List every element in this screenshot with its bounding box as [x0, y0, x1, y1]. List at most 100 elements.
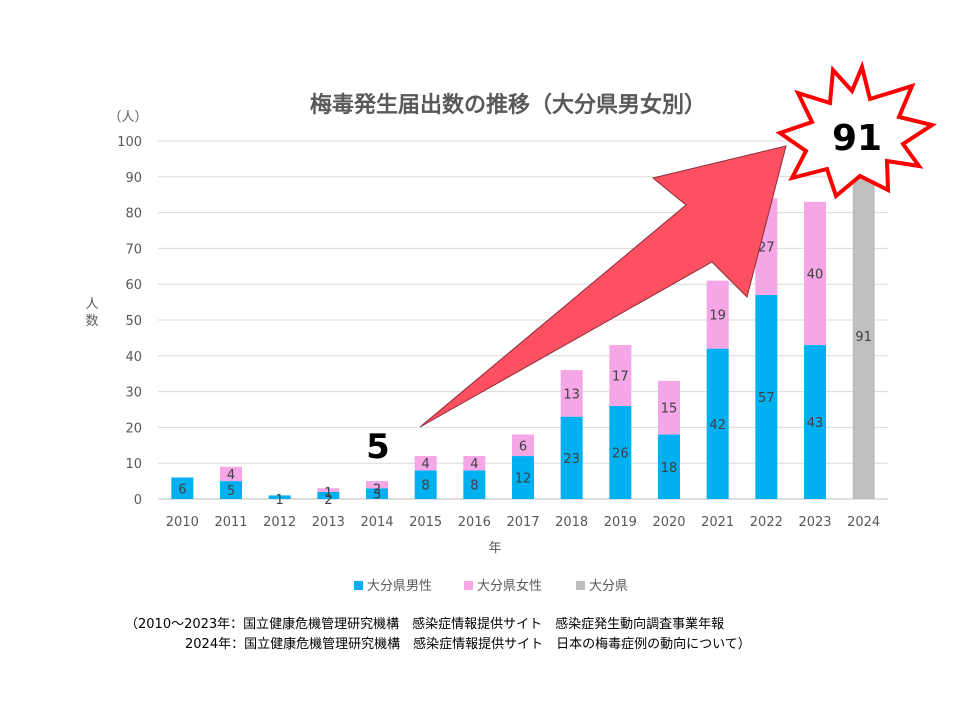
y-tick-label: 60	[125, 278, 142, 293]
y-tick-label: 40	[125, 350, 142, 365]
callout-2014-value: 5	[366, 427, 390, 467]
x-axis-label: 年	[488, 541, 501, 556]
data-label: 23	[563, 452, 580, 467]
data-label: 19	[709, 309, 726, 324]
data-label: 42	[709, 418, 726, 433]
y-tick-label: 0	[134, 493, 142, 508]
source-line-2: 2024年：国立健康危機管理研究機構 感染症情報提供サイト 日本の梅毒症例の動向…	[185, 636, 751, 652]
y-tick-label: 80	[125, 207, 142, 222]
bar-segment	[804, 201, 826, 346]
y-tick-label: 30	[125, 386, 142, 401]
y-tick-label: 90	[125, 171, 142, 186]
x-tick-label: 2024	[847, 515, 880, 530]
data-label: 1	[324, 486, 332, 501]
legend: 大分県男性 大分県女性 大分県	[354, 578, 628, 594]
data-label: 8	[422, 479, 430, 494]
data-label: 26	[612, 446, 629, 461]
bar-segment	[268, 495, 291, 499]
data-label: 15	[661, 402, 678, 417]
legend-swatch	[576, 581, 585, 590]
bar-segment	[658, 434, 680, 499]
x-tick-label: 2015	[409, 515, 442, 530]
y-axis-label: 人数	[85, 297, 98, 329]
bars	[171, 173, 875, 499]
y-tick-label: 20	[125, 421, 142, 436]
bar-segment	[609, 405, 632, 499]
y-axis-unit: （人）	[108, 110, 147, 125]
data-label: 91	[855, 330, 872, 345]
bar-segment	[220, 466, 242, 482]
y-axis-label-char: 数	[85, 314, 98, 329]
bar-segment	[463, 470, 486, 499]
bar-segment	[804, 345, 826, 499]
bar-segment	[317, 491, 340, 499]
x-tick-label: 2017	[506, 515, 539, 530]
data-label: 40	[807, 267, 824, 282]
bar-segment	[512, 434, 534, 457]
trend-arrow	[419, 145, 787, 428]
data-label: 3	[373, 488, 381, 503]
y-tick-label: 50	[125, 314, 142, 329]
x-tick-label: 2018	[555, 515, 588, 530]
data-labels: 6 541 21 32 84841262313261718154219572743409…	[178, 241, 872, 508]
y-tick-label: 100	[117, 135, 142, 150]
legend-entry: 大分県女性	[477, 578, 542, 594]
data-label: 6	[519, 439, 527, 454]
bar-segment	[755, 294, 778, 499]
x-tick-label: 2014	[360, 515, 393, 530]
data-label: 18	[661, 461, 678, 476]
data-label: 17	[612, 369, 629, 384]
data-label: 5	[227, 484, 235, 499]
source-line-1: （2010～2023年：国立健康危機管理研究機構 感染症情報提供サイト 感染症発…	[125, 616, 724, 632]
x-tick-label: 2012	[263, 515, 296, 530]
y-axis-ticks: 0 10 20 30 40 50 60 70 80 90 100	[117, 135, 142, 508]
bar-segment	[706, 280, 729, 349]
legend-swatch	[354, 581, 363, 590]
bar-segment	[658, 380, 680, 435]
legend-swatch	[464, 581, 473, 590]
data-label: 4	[227, 468, 235, 483]
x-tick-label: 2020	[652, 515, 685, 530]
y-axis-label-char: 人	[85, 297, 98, 312]
data-label: 4	[422, 457, 430, 472]
data-label: 27	[758, 241, 775, 256]
x-tick-label: 2013	[312, 515, 345, 530]
x-tick-label: 2021	[701, 515, 734, 530]
bar-segment	[706, 348, 729, 499]
data-label: 43	[807, 416, 824, 431]
x-tick-label: 2019	[604, 515, 637, 530]
data-label: 8	[470, 479, 478, 494]
legend-entry: 大分県	[589, 579, 628, 594]
x-tick-label: 2016	[458, 515, 491, 530]
x-tick-label: 2023	[798, 515, 831, 530]
y-tick-label: 70	[125, 242, 142, 257]
legend-entry: 大分県男性	[367, 579, 432, 594]
data-label: 1	[276, 493, 284, 508]
bar-segment	[414, 470, 437, 499]
callout-2024-value: 91	[832, 118, 882, 159]
x-tick-label: 2011	[214, 515, 247, 530]
bar-segment	[852, 173, 875, 499]
data-label: 12	[515, 472, 532, 487]
x-axis-ticks: 2010 2011 2012 2013 2014 2015 2016 2017 2018 2019…	[166, 515, 880, 530]
bar-segment	[414, 456, 437, 471]
bar-segment	[171, 477, 194, 499]
bar-segment	[317, 488, 340, 492]
data-label: 2	[324, 493, 332, 508]
data-label: 57	[758, 391, 775, 406]
y-tick-label: 10	[125, 457, 142, 472]
data-label: 2	[373, 482, 381, 497]
bar-segment	[512, 456, 534, 499]
bar-segment	[463, 456, 486, 471]
data-label: 4	[470, 457, 478, 472]
x-tick-label: 2022	[750, 515, 783, 530]
bar-segment	[560, 416, 583, 499]
bar-segment	[366, 481, 388, 489]
bar-segment	[560, 370, 583, 417]
bar-segment	[366, 488, 388, 499]
bar-segment	[220, 481, 242, 499]
data-label: 6	[178, 482, 186, 497]
data-label: 13	[563, 387, 580, 402]
x-tick-label: 2010	[166, 515, 199, 530]
